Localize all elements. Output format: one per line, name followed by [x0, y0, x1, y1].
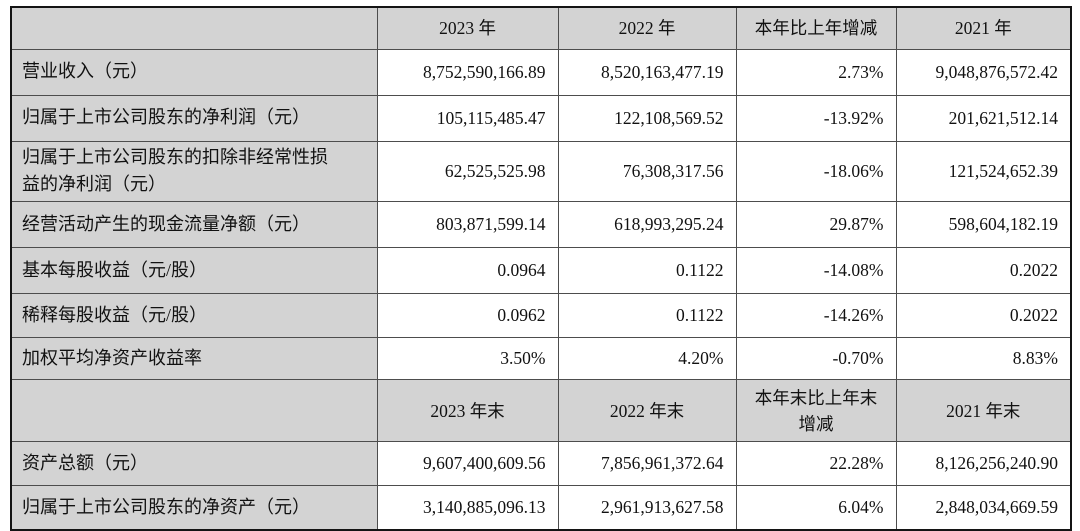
- value-cell: 201,621,512.14: [895, 94, 1072, 142]
- table-row-net-profit-excl-nonrecurring: 归属于上市公司股东的扣除非经常性损益的净利润（元） 62,525,525.98 …: [10, 140, 1072, 203]
- row-label: 归属于上市公司股东的净资产（元）: [10, 485, 378, 531]
- value-cell: 2.73%: [735, 48, 897, 96]
- value-cell: -13.92%: [735, 94, 897, 142]
- value-cell: 3,140,885,096.13: [376, 485, 559, 531]
- row-label: 营业收入（元）: [10, 48, 378, 96]
- value-cell: 618,993,295.24: [557, 201, 737, 249]
- row-label: 归属于上市公司股东的扣除非经常性损益的净利润（元）: [10, 140, 378, 203]
- column-header-2022: 2022 年: [557, 6, 737, 50]
- value-cell: 803,871,599.14: [376, 201, 559, 249]
- table-header-row-annual: 2023 年 2022 年 本年比上年增减 2021 年: [10, 6, 1072, 50]
- value-cell: 121,524,652.39: [895, 140, 1072, 203]
- value-cell: 0.2022: [895, 247, 1072, 295]
- value-cell: 6.04%: [735, 485, 897, 531]
- value-cell: -18.06%: [735, 140, 897, 203]
- column-header-2023: 2023 年: [376, 6, 559, 50]
- table-row-net-profit: 归属于上市公司股东的净利润（元） 105,115,485.47 122,108,…: [10, 94, 1072, 142]
- value-cell: 8,752,590,166.89: [376, 48, 559, 96]
- value-cell: 105,115,485.47: [376, 94, 559, 142]
- value-cell: 0.0964: [376, 247, 559, 295]
- value-cell: 0.2022: [895, 293, 1072, 339]
- row-label: 加权平均净资产收益率: [10, 337, 378, 381]
- value-cell: 3.50%: [376, 337, 559, 381]
- header-empty-cell: [10, 6, 378, 50]
- row-label: 资产总额（元）: [10, 441, 378, 487]
- value-cell: 0.1122: [557, 293, 737, 339]
- value-cell: -0.70%: [735, 337, 897, 381]
- value-cell: 8,126,256,240.90: [895, 441, 1072, 487]
- value-cell: 29.87%: [735, 201, 897, 249]
- table-row-diluted-eps: 稀释每股收益（元/股） 0.0962 0.1122 -14.26% 0.2022: [10, 293, 1072, 339]
- column-header-2022-yearend: 2022 年末: [557, 379, 737, 443]
- value-cell: 7,856,961,372.64: [557, 441, 737, 487]
- value-cell: 8,520,163,477.19: [557, 48, 737, 96]
- value-cell: 122,108,569.52: [557, 94, 737, 142]
- table-row-total-assets: 资产总额（元） 9,607,400,609.56 7,856,961,372.6…: [10, 441, 1072, 487]
- value-cell: 4.20%: [557, 337, 737, 381]
- value-cell: 9,048,876,572.42: [895, 48, 1072, 96]
- table-header-row-yearend: 2023 年末 2022 年末 本年末比上年末增减 2021 年末: [10, 379, 1072, 443]
- value-cell: 2,961,913,627.58: [557, 485, 737, 531]
- table-row-weighted-avg-roe: 加权平均净资产收益率 3.50% 4.20% -0.70% 8.83%: [10, 337, 1072, 381]
- table-row-net-assets: 归属于上市公司股东的净资产（元） 3,140,885,096.13 2,961,…: [10, 485, 1072, 531]
- table-row-basic-eps: 基本每股收益（元/股） 0.0964 0.1122 -14.08% 0.2022: [10, 247, 1072, 295]
- value-cell: 62,525,525.98: [376, 140, 559, 203]
- value-cell: 76,308,317.56: [557, 140, 737, 203]
- value-cell: -14.08%: [735, 247, 897, 295]
- row-label: 归属于上市公司股东的净利润（元）: [10, 94, 378, 142]
- table-row-revenue: 营业收入（元） 8,752,590,166.89 8,520,163,477.1…: [10, 48, 1072, 96]
- header-empty-cell: [10, 379, 378, 443]
- value-cell: 0.1122: [557, 247, 737, 295]
- column-header-2021-yearend: 2021 年末: [895, 379, 1072, 443]
- row-label: 基本每股收益（元/股）: [10, 247, 378, 295]
- column-header-2023-yearend: 2023 年末: [376, 379, 559, 443]
- value-cell: 22.28%: [735, 441, 897, 487]
- table-row-operating-cash-flow: 经营活动产生的现金流量净额（元） 803,871,599.14 618,993,…: [10, 201, 1072, 249]
- value-cell: -14.26%: [735, 293, 897, 339]
- value-cell: 2,848,034,669.59: [895, 485, 1072, 531]
- value-cell: 8.83%: [895, 337, 1072, 381]
- column-header-2021: 2021 年: [895, 6, 1072, 50]
- column-header-yoy-change: 本年比上年增减: [735, 6, 897, 50]
- value-cell: 0.0962: [376, 293, 559, 339]
- column-header-yearend-change: 本年末比上年末增减: [735, 379, 897, 443]
- row-label: 经营活动产生的现金流量净额（元）: [10, 201, 378, 249]
- value-cell: 9,607,400,609.56: [376, 441, 559, 487]
- financial-summary-table: 2023 年 2022 年 本年比上年增减 2021 年 营业收入（元） 8,7…: [10, 6, 1072, 531]
- row-label: 稀释每股收益（元/股）: [10, 293, 378, 339]
- financial-summary-table-container: 2023 年 2022 年 本年比上年增减 2021 年 营业收入（元） 8,7…: [10, 6, 1072, 531]
- value-cell: 598,604,182.19: [895, 201, 1072, 249]
